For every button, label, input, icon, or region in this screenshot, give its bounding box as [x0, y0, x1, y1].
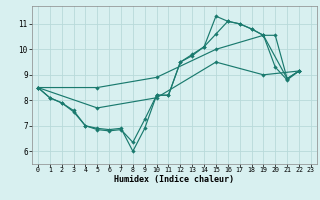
X-axis label: Humidex (Indice chaleur): Humidex (Indice chaleur)	[115, 175, 234, 184]
